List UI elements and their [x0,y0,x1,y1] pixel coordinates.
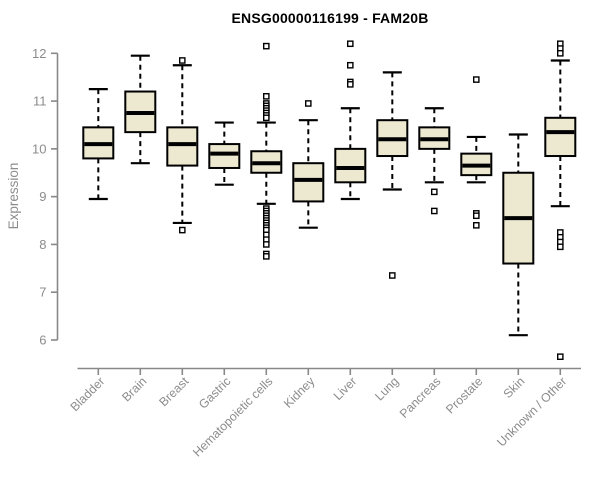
outlier-prostate [473,222,480,229]
outlier-prostate [473,212,480,220]
outlier-hematopoietic-cells [263,93,270,100]
y-tick-label: 11 [33,94,47,109]
outlier-unknown-other [557,243,564,251]
y-tick-label: 8 [39,237,46,252]
box-liver [334,147,367,184]
outlier-hematopoietic-cells [263,42,270,50]
outlier-breast [178,226,186,234]
x-tick-label: Skin [501,374,528,401]
outlier-liver [347,40,354,48]
box-gastric [208,143,241,169]
outlier-hematopoietic-cells [263,253,270,260]
outlier-prostate [473,76,480,83]
box-kidney [292,162,325,203]
x-tick-label: Gastric [196,374,233,411]
x-tick-label: Lung [372,374,401,403]
y-tick-label: 7 [39,285,46,300]
x-tick-label: Pancreas [397,374,444,421]
outlier-hematopoietic-cells [263,114,270,122]
outlier-kidney [305,100,312,107]
outlier-pancreas [431,188,438,196]
x-tick-label: Bladder [68,374,108,414]
y-tick-label: 6 [39,332,46,347]
outlier-hematopoietic-cells [263,241,270,248]
outlier-unknown-other [557,353,564,361]
x-tick-label: Breast [156,374,191,409]
outlier-unknown-other [557,50,564,57]
y-tick-label: 9 [39,189,46,204]
outlier-breast [178,57,186,64]
x-tick-label: Hematopoietic cells [190,374,275,459]
y-tick-label: 12 [32,46,46,61]
box-unknown-other [544,116,577,158]
x-tick-label: Liver [331,374,360,403]
outlier-pancreas [431,207,438,215]
x-tick-label: Prostate [443,374,485,416]
outlier-liver [347,61,354,69]
x-tick-label: Kidney [281,374,318,411]
outlier-liver [347,81,354,88]
x-tick-label: Brain [119,374,149,404]
outlier-lung [389,272,396,279]
y-tick-label: 10 [32,141,46,156]
chart-title: ENSG00000116199 - FAM20B [231,10,429,26]
box-breast [166,126,199,167]
